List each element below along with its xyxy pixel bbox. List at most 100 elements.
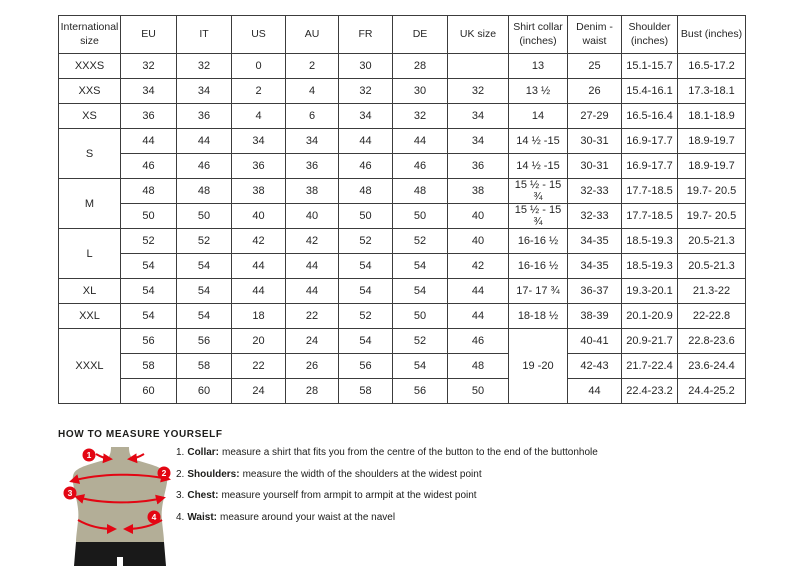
table-cell: 2 [285, 53, 339, 79]
table-cell: 32-33 [567, 178, 622, 204]
table-row: XXL 54 54 18 22 52 50 44 18-18 ½ 38-39 20.1-20.9 22… [58, 303, 746, 329]
table-cell: 42 [447, 253, 509, 279]
table-cell: 40 [447, 203, 509, 229]
table-cell: XXXS [58, 53, 121, 79]
table-cell: 18.9-19.7 [677, 153, 746, 179]
table-cell: 54 [392, 253, 448, 279]
step-label: Shoulders: [187, 468, 240, 480]
column-header: IT [176, 15, 232, 54]
table-cell: 40 [447, 228, 509, 254]
svg-text:3: 3 [68, 488, 73, 498]
table-row: XS 36 36 4 6 34 32 34 14 27-29 16.5-16.4 18.1-18.9 [58, 103, 746, 129]
table-cell: 42 [231, 228, 286, 254]
table-cell: 19.7- 20.5 [677, 178, 746, 204]
column-header: Shirt collar (inches) [508, 15, 568, 54]
collar-measure-arrow [127, 453, 145, 464]
svg-text:1: 1 [87, 450, 92, 460]
table-cell: 40 [285, 203, 339, 229]
table-cell: 21.3-22 [677, 278, 746, 304]
table-cell: 18 [231, 303, 286, 329]
table-cell: 18.5-19.3 [621, 228, 678, 254]
table-cell: 15 ½ - 15 ¾ [508, 203, 568, 229]
table-cell: 44 [447, 278, 509, 304]
step-number: 2. [176, 468, 185, 480]
table-cell: M [58, 178, 121, 229]
size-table-body: XXXS 32 32 0 2 30 28 13 25 15.1-15.7 16.5-17.2 XXS 3… [58, 53, 746, 404]
step-label: Waist: [187, 511, 217, 523]
table-cell: 19.3-20.1 [621, 278, 678, 304]
table-cell: 15.1-15.7 [621, 53, 678, 79]
table-cell: 44 [231, 253, 286, 279]
table-cell: 16.5-17.2 [677, 53, 746, 79]
table-cell: 34 [285, 128, 339, 154]
table-cell: 22.8-23.6 [677, 328, 746, 354]
table-cell: 36 [120, 103, 177, 129]
table-cell: 34 [338, 103, 393, 129]
table-cell: 30-31 [567, 153, 622, 179]
table-cell: 42 [285, 228, 339, 254]
mannequin-shorts [74, 542, 166, 566]
table-cell: 4 [231, 103, 286, 129]
table-cell: 24 [285, 328, 339, 354]
table-cell: 52 [338, 228, 393, 254]
table-cell: 48 [120, 178, 177, 204]
table-cell: 58 [120, 353, 177, 379]
table-cell: 36 [231, 153, 286, 179]
table-cell: 32-33 [567, 203, 622, 229]
table-row: 58 58 22 26 56 54 48 42-43 21.7-22.4 23.6-24.4 [59, 353, 746, 379]
table-row: L 52 52 42 42 52 52 40 16-16 ½ 34-35 18.5-19.3 20.5… [58, 228, 746, 279]
table-cell: 32 [392, 103, 448, 129]
table-cell: 44 [231, 278, 286, 304]
table-cell: 40 [231, 203, 286, 229]
table-cell: 38-39 [567, 303, 622, 329]
table-cell: 4 [285, 78, 339, 104]
table-row: 54 54 44 44 54 54 42 16-16 ½ 34-35 18.5-19.3 20.5-… [59, 253, 746, 279]
table-row: XXXL 56 56 20 24 54 52 46 19 -20 40-41 20.9-21.7 22… [58, 328, 746, 404]
column-header: UK size [447, 15, 509, 54]
table-cell: 20.5-21.3 [677, 253, 746, 279]
table-cell: 34 [176, 78, 232, 104]
column-header: Bust (inches) [677, 15, 746, 54]
table-cell: 54 [338, 328, 393, 354]
table-cell: 56 [120, 328, 177, 354]
table-cell: 16.5-16.4 [621, 103, 678, 129]
size-table-head-row: International size EU IT US AU FR DE UK size Shi… [58, 15, 746, 54]
table-cell: XXS [58, 78, 121, 104]
table-cell: 54 [392, 353, 448, 379]
table-cell: 14 ½ -15 [508, 153, 568, 179]
table-cell: 19.7- 20.5 [677, 203, 746, 229]
table-cell: 44 [120, 128, 177, 154]
step-text: measure yourself from armpit to armpit a… [221, 490, 477, 501]
table-cell: 20 [231, 328, 286, 354]
table-cell: 20.9-21.7 [621, 328, 678, 354]
table-cell: 36 [447, 153, 509, 179]
table-cell: 50 [176, 203, 232, 229]
table-cell: 17- 17 ¾ [508, 278, 568, 304]
table-cell: 26 [567, 78, 622, 104]
column-header: Denim - waist [567, 15, 622, 54]
step-label: Chest: [187, 490, 219, 501]
table-cell: 24.4-25.2 [677, 378, 746, 404]
marker-3-chest: 3 [63, 486, 77, 500]
step-number: 3. [176, 490, 185, 501]
table-row: 60 60 24 28 58 56 50 44 22.4-23.2 24.4-25.2 [59, 378, 746, 404]
mannequin-illustration: 1 2 3 4 [63, 447, 171, 566]
table-cell: 34 [447, 103, 509, 129]
table-cell: 21.7-22.4 [621, 353, 678, 379]
table-cell: 52 [392, 228, 448, 254]
measure-step-waist: 4. Waist: measure around your waist at the… [176, 512, 598, 524]
column-header: AU [285, 15, 339, 54]
table-cell: 44 [285, 278, 339, 304]
table-row: XXXS 32 32 0 2 30 28 13 25 15.1-15.7 16.5-17.2 [58, 53, 746, 79]
table-cell: 44 [447, 303, 509, 329]
table-cell: 44 [567, 378, 622, 404]
table-cell: 14 ½ -15 [508, 128, 568, 154]
table-cell: 38 [231, 178, 286, 204]
table-cell: 15 ½ - 15 ¾ [508, 178, 568, 204]
table-cell: 34 [120, 78, 177, 104]
table-cell: 18-18 ½ [508, 303, 568, 329]
table-cell: 17.7-18.5 [621, 178, 678, 204]
table-cell: 54 [176, 253, 232, 279]
table-cell: 54 [338, 278, 393, 304]
table-cell: 18.5-19.3 [621, 253, 678, 279]
